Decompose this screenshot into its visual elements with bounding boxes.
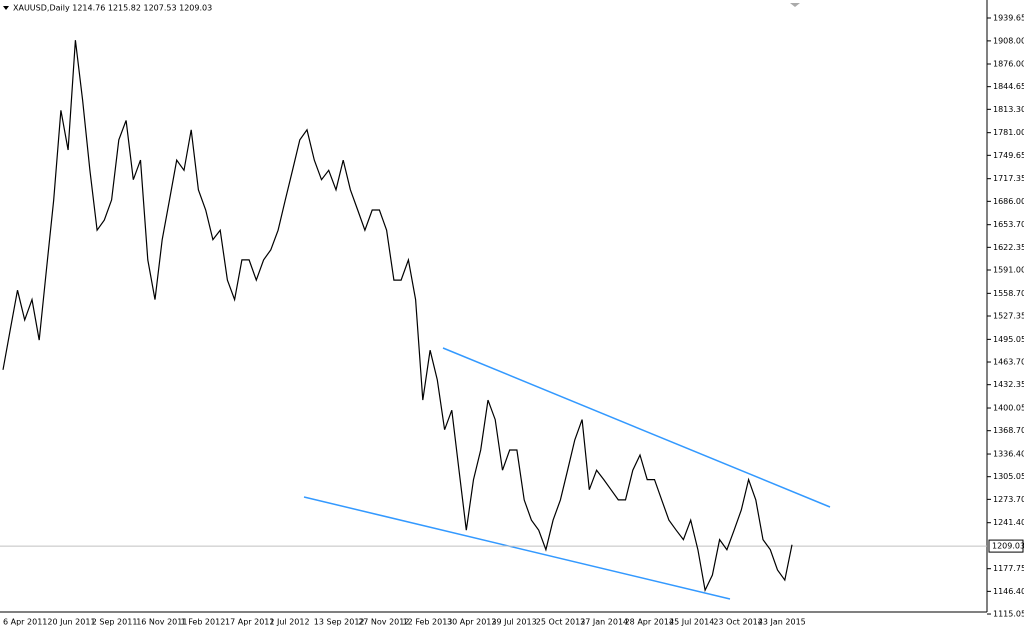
y-tick-label: 1368.70 [993,426,1024,435]
price-line [2,40,793,593]
x-tick-label: 2 Sep 2011 [92,618,138,627]
y-tick-label: 1591.00 [993,266,1024,275]
y-tick-label: 1273.70 [993,495,1024,504]
y-tick-label: 1305.05 [993,472,1024,481]
x-tick-label: 27 Nov 2012 [358,618,409,627]
x-tick-label: 1 Jul 2012 [269,618,309,627]
trend-line-upper [442,347,831,508]
x-tick-label: 23 Oct 2014 [713,618,762,627]
trend-line-lower [303,496,731,600]
y-tick-label: 1463.70 [993,358,1024,367]
current-price-label: 1209.03 [992,542,1024,551]
y-tick-label: 1495.05 [993,335,1024,344]
current-price-box [988,539,1024,553]
scroll-marker [790,3,800,7]
y-tick-label: 1146.40 [993,587,1024,596]
x-tick-label: 16 Nov 2011 [136,618,187,627]
y-tick-label: 1813.30 [993,105,1024,114]
x-tick-label: 27 Jan 2014 [580,618,628,627]
x-tick-label: 25 Jul 2014 [669,618,714,627]
y-tick-label: 1686.00 [993,197,1024,206]
x-tick-label: 23 Jan 2015 [758,618,806,627]
x-tick-label: 29 Jul 2013 [491,618,536,627]
x-tick-label: 25 Oct 2013 [536,618,585,627]
x-tick-label: 30 Apr 2013 [447,618,496,627]
x-tick-label: 6 Apr 2011 [3,618,47,627]
x-tick-label: 13 Sep 2012 [314,618,365,627]
y-tick-label: 1336.40 [993,450,1024,459]
chart-title: XAUUSD,Daily 1214.76 1215.82 1207.53 120… [13,4,212,13]
y-tick-label: 1653.70 [993,220,1024,229]
y-tick-label: 1908.00 [993,36,1024,45]
menu-icon [3,6,9,10]
y-tick-label: 1781.00 [993,128,1024,137]
y-tick-label: 1527.35 [993,312,1024,321]
y-tick-label: 1939.65 [993,13,1024,22]
y-tick-label: 1622.35 [993,243,1024,252]
x-tick-label: 12 Feb 2013 [403,618,453,627]
y-tick-label: 1400.05 [993,404,1024,413]
y-tick-label: 1432.35 [993,380,1024,389]
y-tick-label: 1844.65 [993,82,1024,91]
x-tick-label: 1 Feb 2012 [181,618,226,627]
y-tick-label: 1717.35 [993,174,1024,183]
x-tick-label: 17 Apr 2012 [225,618,274,627]
y-tick-label: 1115.05 [993,610,1024,619]
y-tick-label: 1241.40 [993,518,1024,527]
x-tick-label: 20 Jun 2011 [47,618,95,627]
y-tick-label: 1558.70 [993,289,1024,298]
x-tick-label: 28 Apr 2014 [625,618,674,627]
y-tick-label: 1876.00 [993,60,1024,69]
y-tick-label: 1749.65 [993,151,1024,160]
y-tick-label: 1177.75 [993,564,1024,573]
